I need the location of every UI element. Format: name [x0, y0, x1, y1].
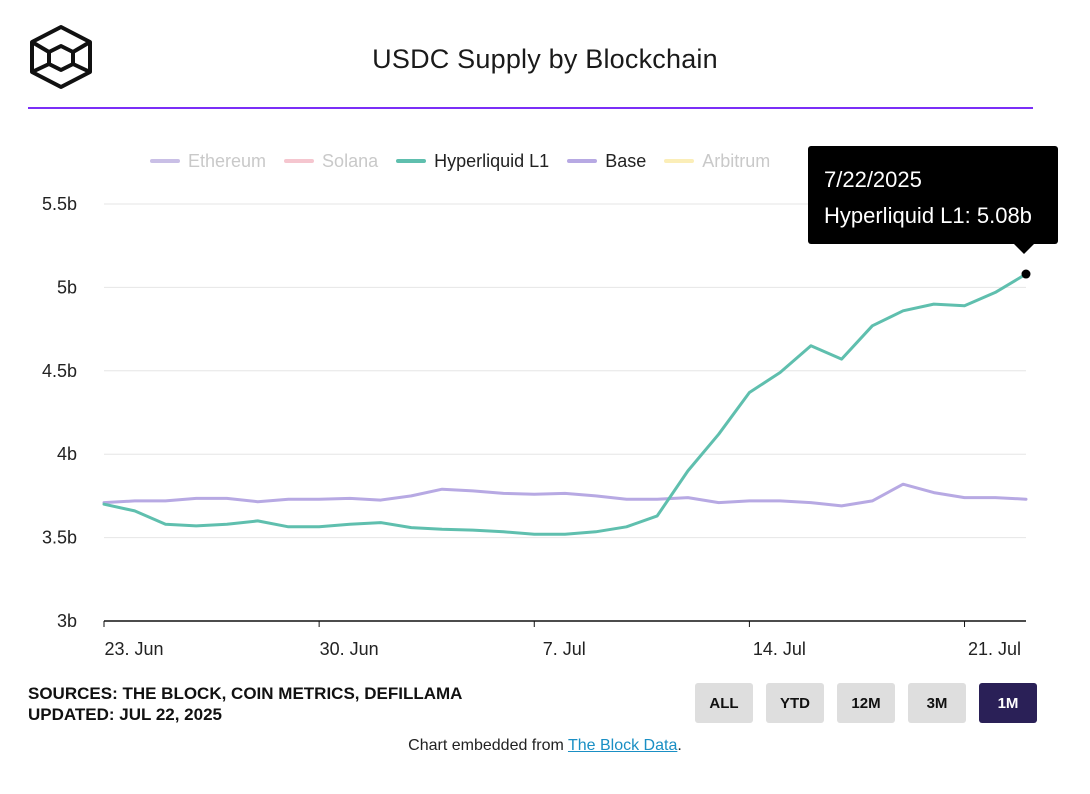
y-tick-label: 5.5b: [42, 194, 77, 214]
y-tick-label: 3b: [57, 611, 77, 631]
chart-tooltip: 7/22/2025 Hyperliquid L1: 5.08b: [808, 146, 1058, 244]
legend-item-hyperliquid-l1[interactable]: Hyperliquid L1: [396, 151, 549, 172]
legend-swatch: [150, 159, 180, 163]
tooltip-pointer: [1014, 244, 1034, 254]
legend-label: Solana: [322, 150, 379, 171]
the-block-logo: [30, 25, 92, 89]
embed-credit: Chart embedded from The Block Data.: [0, 737, 1090, 755]
range-button-12m[interactable]: 12M: [837, 683, 895, 723]
range-button-1m[interactable]: 1M: [979, 683, 1037, 723]
y-tick-label: 5b: [57, 277, 77, 297]
legend-label: Hyperliquid L1: [434, 150, 550, 171]
legend-item-arbitrum[interactable]: Arbitrum: [664, 151, 770, 172]
range-button-ytd[interactable]: YTD: [766, 683, 824, 723]
x-tick-label: 14. Jul: [753, 639, 806, 659]
range-button-all[interactable]: ALL: [695, 683, 753, 723]
legend-swatch: [284, 159, 315, 163]
y-tick-label: 3.5b: [42, 528, 77, 548]
x-tick-label: 23. Jun: [104, 639, 163, 659]
range-button-3m[interactable]: 3M: [908, 683, 966, 723]
legend-label: Arbitrum: [702, 150, 771, 171]
legend-item-base[interactable]: Base: [567, 151, 646, 172]
y-tick-label: 4b: [57, 444, 77, 464]
chart-sources: SOURCES: THE BLOCK, COIN METRICS, DEFILL…: [28, 683, 462, 725]
legend-label: Ethereum: [188, 150, 267, 171]
series-line-base[interactable]: [102, 482, 1028, 508]
range-selector: ALL YTD 12M 3M 1M: [695, 683, 1037, 723]
legend-item-solana[interactable]: Solana: [284, 151, 378, 172]
y-tick-label: 4.5b: [42, 361, 77, 381]
legend-swatch: [396, 159, 427, 163]
legend-item-ethereum[interactable]: Ethereum: [150, 151, 266, 172]
the-block-data-link[interactable]: The Block Data: [567, 737, 678, 754]
chart-legend: Ethereum Solana Hyperliquid L1 Base Arbitrum: [150, 149, 770, 173]
title-divider: [28, 107, 1033, 109]
legend-swatch: [567, 159, 598, 163]
tooltip-value: Hyperliquid L1: 5.08b: [824, 203, 1032, 228]
highlight-point: [1021, 269, 1031, 279]
tooltip-date: 7/22/2025: [824, 167, 922, 192]
x-tick-label: 30. Jun: [320, 639, 379, 659]
embed-prefix: Chart embedded from: [408, 737, 568, 754]
x-tick-label: 21. Jul: [968, 639, 1021, 659]
series-line-hyperliquid-l1[interactable]: [102, 272, 1028, 536]
chart-title: USDC Supply by Blockchain: [372, 44, 718, 74]
sources-line: SOURCES: THE BLOCK, COIN METRICS, DEFILL…: [28, 684, 463, 703]
embed-suffix: .: [677, 737, 682, 754]
x-tick-label: 7. Jul: [543, 639, 586, 659]
legend-label: Base: [605, 150, 647, 171]
updated-line: UPDATED: JUL 22, 2025: [28, 705, 222, 724]
legend-swatch: [664, 159, 695, 163]
chart-plot: 3b 3.5b 4b 4.5b 5b 5.5b 23. Jun 30. Jun 7. Jul 1…: [42, 194, 1031, 659]
